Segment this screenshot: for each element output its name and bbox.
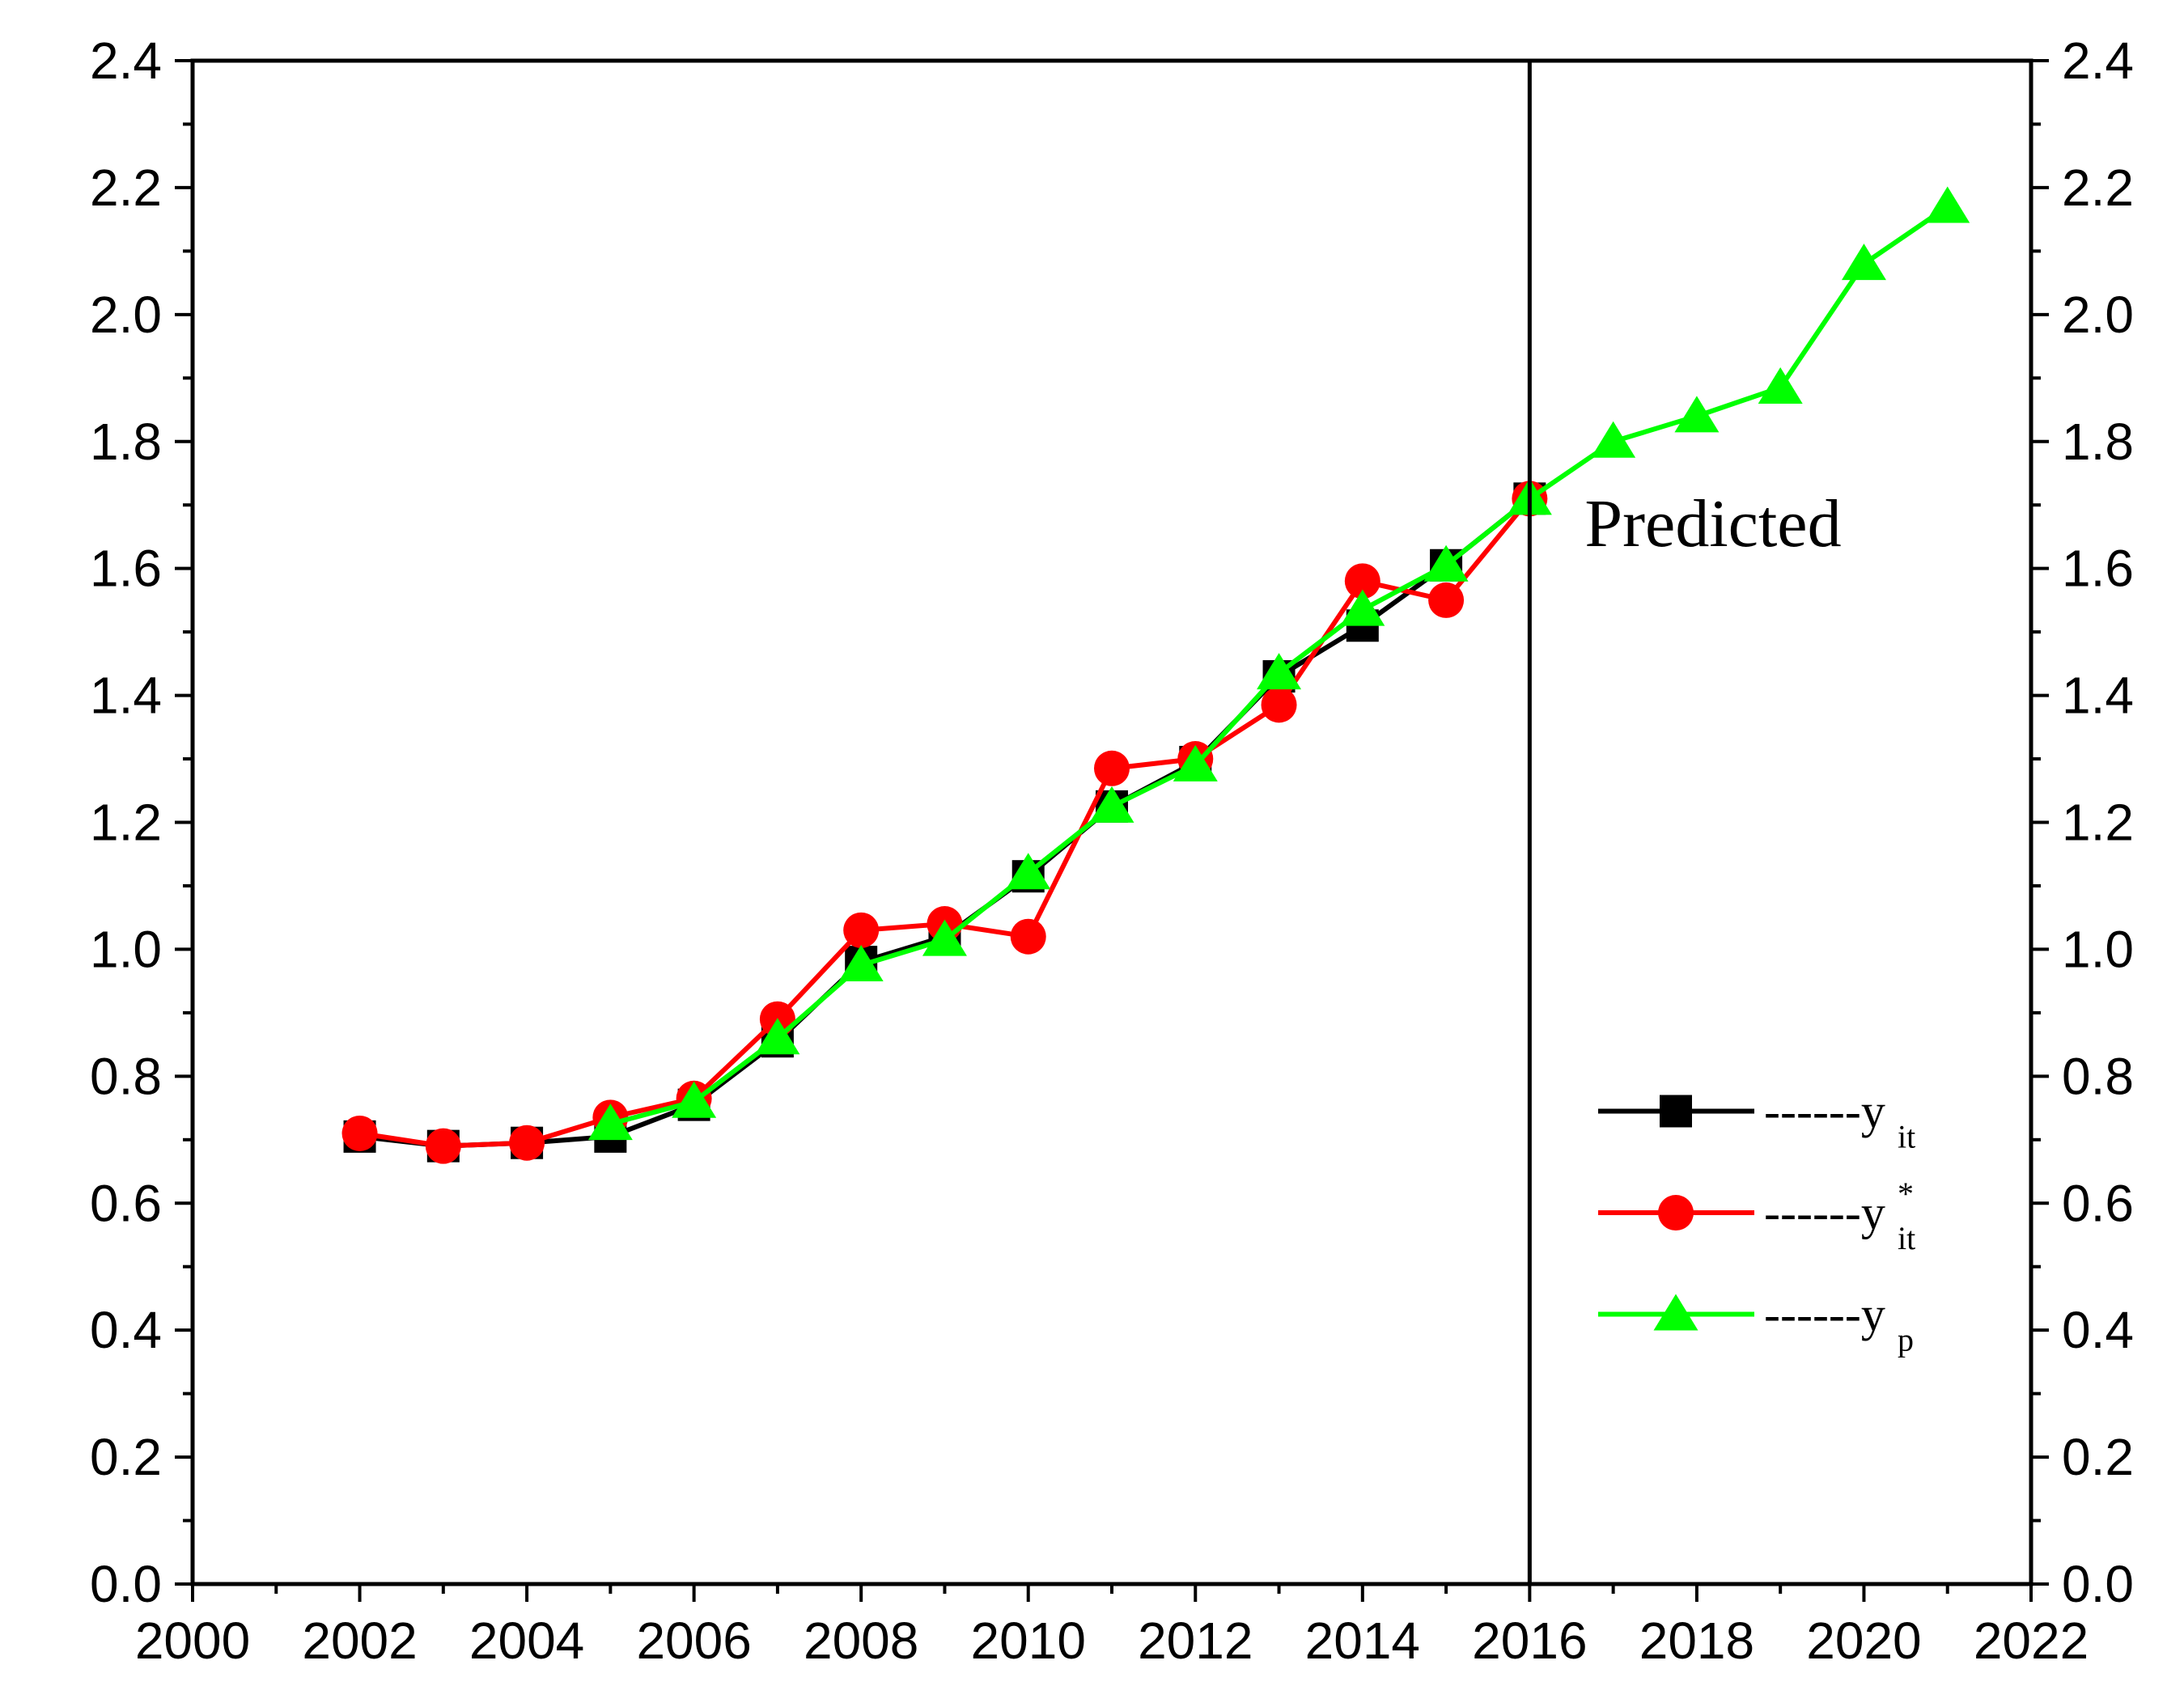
legend-swatch-marker [1658, 1195, 1694, 1231]
y-tick-label-right: 1.4 [2062, 667, 2134, 725]
x-tick-label: 2012 [1138, 1612, 1253, 1670]
y-tick-label-right: 1.0 [2062, 920, 2134, 978]
data-point-triangle [1925, 186, 1970, 223]
data-point-triangle [1591, 421, 1636, 458]
x-tick-label: 2020 [1806, 1612, 1921, 1670]
data-point-triangle [1173, 744, 1218, 781]
y-tick-label-left: 0.6 [90, 1174, 162, 1232]
legend-item: ------y p [1598, 1288, 1914, 1358]
data-point-triangle [1423, 544, 1469, 582]
y-tick-label-left: 0.0 [90, 1555, 162, 1613]
x-tick-label: 2006 [636, 1612, 751, 1670]
data-point-circle [1261, 687, 1297, 723]
data-point-triangle [1089, 786, 1134, 823]
legend-label-subscript: it [1898, 1118, 1915, 1154]
y-tick-label-left: 1.0 [90, 920, 162, 978]
data-point-triangle [755, 1018, 800, 1055]
x-tick-label: 2008 [804, 1612, 918, 1670]
x-tick-label: 2002 [302, 1612, 417, 1670]
y-tick-label-right: 0.8 [2062, 1047, 2134, 1105]
legend-swatch-marker [1653, 1294, 1698, 1331]
data-point-triangle [922, 919, 967, 956]
data-point-circle [341, 1115, 378, 1151]
legend-label-subscript: it [1898, 1220, 1915, 1256]
y-tick-label-right: 1.8 [2062, 413, 2134, 471]
y-tick-label-left: 0.8 [90, 1047, 162, 1105]
y-tick-label-right: 1.6 [2062, 540, 2134, 598]
y-tick-label-left: 2.4 [90, 32, 162, 90]
data-point-circle [425, 1128, 461, 1164]
data-point-circle [1344, 563, 1380, 599]
x-tick-label: 2010 [971, 1612, 1086, 1670]
x-tick-label: 2004 [469, 1612, 584, 1670]
y-tick-label-left: 1.8 [90, 413, 162, 471]
data-point-triangle [1674, 396, 1720, 433]
data-point-triangle [1257, 653, 1302, 690]
x-tick-label: 2000 [135, 1612, 250, 1670]
data-point-triangle [1340, 589, 1385, 626]
x-tick-label: 2014 [1305, 1612, 1420, 1670]
data-point-circle [1428, 582, 1465, 618]
y-tick-label-right: 0.6 [2062, 1174, 2134, 1232]
data-point-triangle [1841, 244, 1886, 281]
data-point-triangle [838, 945, 884, 982]
y-tick-label-right: 2.2 [2062, 159, 2134, 217]
data-point-circle [509, 1125, 545, 1161]
x-tick-label: 2022 [1974, 1612, 2089, 1670]
y-tick-label-left: 0.4 [90, 1301, 162, 1359]
legend-label-superscript: * [1898, 1175, 1914, 1212]
y-tick-label-right: 1.2 [2062, 794, 2134, 852]
data-point-triangle [1006, 853, 1051, 890]
y-tick-label-left: 2.0 [90, 286, 162, 344]
legend-item: ------y it [1598, 1084, 1915, 1154]
legend-item: ------y it * [1598, 1175, 1915, 1256]
legend-label-subscript: p [1898, 1322, 1914, 1358]
y-tick-label-right: 2.4 [2062, 32, 2134, 90]
data-point-circle [843, 912, 880, 948]
data-point-circle [1010, 918, 1046, 955]
series-layer [341, 186, 1970, 1164]
data-point-triangle [1758, 367, 1803, 405]
legend-label: ------y [1764, 1186, 1885, 1239]
y-tick-label-right: 0.4 [2062, 1301, 2134, 1359]
y-tick-label-left: 2.2 [90, 159, 162, 217]
y-tick-label-right: 0.2 [2062, 1428, 2134, 1486]
ticks-layer: 0.0 0.0 0.2 0.2 0.4 0.4 0.6 0.6 0.8 0.8 1.0 1.0 1.2 1… [90, 32, 2134, 1670]
data-point-triangle [672, 1081, 717, 1118]
x-tick-label: 2018 [1639, 1612, 1754, 1670]
legend-label: ------y [1764, 1288, 1885, 1341]
y-tick-label-left: 1.4 [90, 667, 162, 725]
data-point-circle [1094, 750, 1130, 786]
legend-label: ------y [1764, 1084, 1885, 1137]
legend-swatch-marker [1660, 1095, 1692, 1128]
y-tick-label-left: 1.2 [90, 794, 162, 852]
data-point-triangle [587, 1103, 633, 1141]
predicted-annotation: Predicted [1584, 486, 1841, 561]
y-tick-label-left: 1.6 [90, 540, 162, 598]
plot-frame [190, 58, 2033, 1586]
x-tick-label: 2016 [1472, 1612, 1587, 1670]
y-tick-label-left: 0.2 [90, 1428, 162, 1486]
y-tick-label-right: 0.0 [2062, 1555, 2134, 1613]
legend: ------y it ------y it * ------y p [1598, 1084, 1915, 1358]
series-triangle [587, 186, 1970, 1141]
y-tick-label-right: 2.0 [2062, 286, 2134, 344]
series-circle [341, 481, 1548, 1164]
